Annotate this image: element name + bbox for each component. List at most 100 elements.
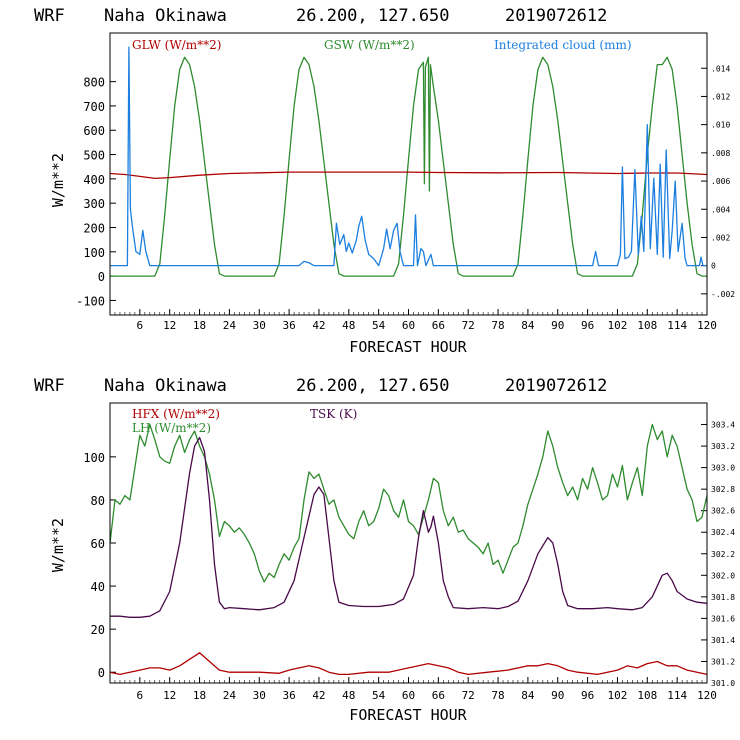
legend-glw: GLW (W/m**2): [132, 38, 221, 52]
x-tick-label: 108: [637, 319, 657, 332]
x-tick-label: 108: [637, 689, 657, 702]
x-axis-label: FORECAST HOUR: [349, 706, 467, 724]
x-tick-label: 72: [462, 689, 475, 702]
y-tick-label: 0: [98, 270, 105, 284]
x-tick-label: 84: [521, 689, 535, 702]
x-tick-label: 36: [282, 319, 295, 332]
y-axis-label: W/m**2: [49, 518, 67, 572]
legend-gsw: GSW (W/m**2): [324, 38, 415, 52]
x-tick-label: 48: [342, 319, 355, 332]
y2-tick-label: 302.2: [711, 550, 735, 559]
panel-bottom: WRF Naha Okinawa 26.200, 127.650 2019072…: [34, 376, 735, 724]
y-tick-label: 700: [83, 100, 105, 114]
y-tick-label: -100: [76, 294, 105, 308]
x-tick-label: 102: [608, 319, 628, 332]
x-tick-label: 96: [581, 689, 594, 702]
x-tick-label: 36: [282, 689, 295, 702]
x-tick-label: 114: [667, 689, 687, 702]
series-line-tsk: [110, 436, 708, 618]
header-coords: 26.200, 127.650: [296, 376, 450, 396]
y2-tick-label: .004: [711, 205, 730, 214]
legend-lh: LH (W/m**2): [132, 421, 211, 435]
y2-tick-label: 301.2: [711, 657, 735, 666]
series-lines: [109, 46, 708, 277]
y-tick-label: 80: [91, 494, 105, 508]
y-tick-label: 60: [91, 537, 105, 551]
y2-tick-label: -.002: [711, 290, 735, 299]
y2-tick-label: 301.8: [711, 593, 735, 602]
x-tick-label: 54: [372, 319, 386, 332]
x-tick-label: 42: [312, 319, 325, 332]
y2-tick-label: 302.8: [711, 485, 735, 494]
legend-integrated-cloud: Integrated cloud (mm): [494, 38, 632, 52]
x-tick-label: 12: [163, 319, 176, 332]
y2-tick-label: .002: [711, 233, 730, 242]
x-tick-label: 84: [521, 319, 535, 332]
legend-hfx: HFX (W/m**2): [132, 407, 220, 421]
series-line-gsw: [110, 56, 707, 277]
x-tick-label: 60: [402, 319, 415, 332]
x-tick-label: 54: [372, 689, 386, 702]
y-tick-label: 100: [83, 246, 105, 260]
x-tick-label: 18: [193, 689, 206, 702]
plot-frame: [109, 402, 708, 684]
x-tick-label: 24: [223, 689, 237, 702]
y2-tick-label: 301.4: [711, 636, 735, 645]
x-tick-label: 96: [581, 319, 594, 332]
x-tick-label: 60: [402, 689, 415, 702]
y2-tick-label: 302.4: [711, 528, 735, 537]
series-lines: [109, 423, 708, 676]
y2-tick-label: .014: [711, 64, 730, 73]
y-tick-label: 0: [98, 666, 105, 680]
y2-tick-label: 302.6: [711, 507, 735, 516]
y2-tick-label: 303.0: [711, 464, 735, 473]
y2-tick-label: .010: [711, 121, 730, 130]
y2-tick-label: 301.0: [711, 679, 735, 688]
y-tick-label: 100: [83, 451, 105, 465]
header-init: 2019072612: [505, 376, 607, 396]
x-tick-label: 78: [491, 689, 504, 702]
header-init: 2019072612: [505, 6, 607, 26]
x-tick-label: 66: [432, 689, 445, 702]
y2-tick-label: 0: [711, 262, 716, 271]
y-tick-label: 200: [83, 221, 105, 235]
x-tick-label: 90: [551, 689, 564, 702]
x-tick-label: 12: [163, 689, 176, 702]
x-tick-label: 90: [551, 319, 564, 332]
y2-tick-label: .006: [711, 177, 730, 186]
x-tick-label: 120: [697, 319, 717, 332]
x-tick-label: 66: [432, 319, 445, 332]
y2-tick-label: .008: [711, 149, 730, 158]
x-tick-label: 72: [462, 319, 475, 332]
x-tick-label: 6: [137, 319, 144, 332]
header-model: WRF: [34, 6, 65, 26]
x-tick-label: 30: [253, 689, 266, 702]
header-location: Naha Okinawa: [104, 376, 227, 396]
x-tick-label: 42: [312, 689, 325, 702]
x-tick-label: 120: [697, 689, 717, 702]
x-tick-label: 30: [253, 319, 266, 332]
x-tick-label: 24: [223, 319, 237, 332]
legend-tsk: TSK (K): [310, 407, 357, 421]
x-tick-label: 48: [342, 689, 355, 702]
y-tick-label: 400: [83, 173, 105, 187]
x-tick-label: 18: [193, 319, 206, 332]
y-tick-label: 500: [83, 149, 105, 163]
x-axis-label: FORECAST HOUR: [349, 338, 467, 356]
x-tick-label: 114: [667, 319, 687, 332]
series-line-glw: [109, 171, 708, 180]
y2-tick-label: 302.0: [711, 571, 735, 580]
panel-top: WRF Naha Okinawa 26.200, 127.650 2019072…: [34, 6, 735, 356]
y-axis-label: W/m**2: [49, 153, 67, 207]
plot-frame: [109, 32, 708, 316]
y-tick-label: 800: [83, 76, 105, 90]
series-line-hfx: [109, 652, 708, 676]
y-tick-label: 600: [83, 124, 105, 138]
y-tick-label: 300: [83, 197, 105, 211]
header-model: WRF: [34, 376, 65, 396]
axes-ticks: 6 12 18 24 30 36 42 48 54 60 66 72 78 84 90 96 102 108 114…: [83, 421, 735, 702]
x-tick-label: 102: [608, 689, 628, 702]
y-tick-label: 40: [91, 580, 105, 594]
series-line-integrated-cloud: [110, 46, 707, 267]
